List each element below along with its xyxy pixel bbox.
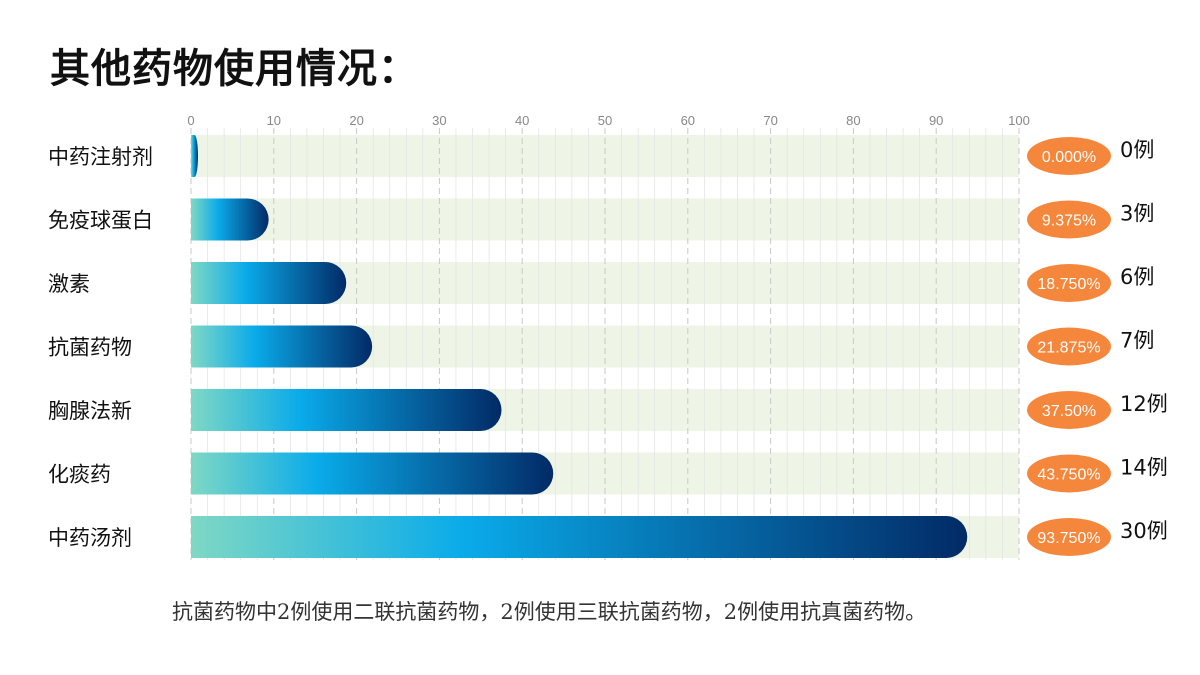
percentage-label: 0.000%	[1042, 149, 1096, 166]
x-tick-label: 90	[929, 113, 943, 128]
category-label: 激素	[48, 272, 90, 296]
category-label: 中药注射剂	[48, 145, 153, 169]
x-tick-label: 20	[349, 113, 363, 128]
bar-2	[191, 198, 269, 241]
percentage-badge	[1027, 391, 1111, 429]
count-label: 14例	[1120, 456, 1168, 480]
count-label: 30例	[1120, 519, 1168, 543]
percentage-badge	[1027, 454, 1111, 493]
category-label: 免疫球蛋白	[48, 209, 153, 233]
count-label: 6例	[1120, 265, 1154, 289]
x-tick-label: 30	[432, 113, 446, 128]
percentage-label: 9.375%	[1042, 213, 1096, 230]
x-tick-label: 100	[1008, 113, 1030, 128]
x-tick-label: 80	[846, 113, 860, 128]
bar-3	[191, 262, 347, 304]
percentage-label: 21.875%	[1037, 340, 1100, 357]
count-label: 12例	[1120, 392, 1168, 416]
percentage-label: 37.50%	[1042, 403, 1096, 420]
page-title: 其他药物使用情况：	[50, 46, 419, 92]
category-label: 化痰药	[48, 463, 111, 487]
bar-5	[191, 389, 502, 431]
x-tick-label: 0	[187, 113, 194, 128]
bar-7	[191, 516, 968, 558]
percentage-badge	[1027, 137, 1111, 175]
percentage-badge	[1027, 327, 1111, 366]
bar-4	[191, 325, 373, 368]
count-label: 3例	[1120, 202, 1154, 226]
x-tick-label: 50	[598, 113, 612, 128]
x-tick-label: 60	[681, 113, 695, 128]
category-label: 中药汤剂	[48, 526, 132, 550]
x-tick-label: 40	[515, 113, 529, 128]
bar-1	[191, 135, 198, 177]
percentage-label: 43.750%	[1037, 467, 1100, 484]
count-label: 7例	[1120, 329, 1154, 353]
count-label: 0例	[1120, 138, 1154, 162]
percentage-badge	[1027, 518, 1111, 556]
percentage-badge	[1027, 264, 1111, 302]
x-tick-label: 70	[763, 113, 777, 128]
category-label: 胸腺法新	[48, 399, 132, 423]
percentage-badge	[1027, 200, 1111, 239]
percentage-label: 18.750%	[1037, 276, 1100, 293]
footnote: 抗菌药物中2例使用二联抗菌药物，2例使用三联抗菌药物，2例使用抗真菌药物。	[172, 600, 927, 624]
category-label: 抗菌药物	[48, 336, 132, 360]
percentage-label: 93.750%	[1037, 530, 1100, 547]
x-tick-label: 10	[267, 113, 281, 128]
bar-6	[191, 452, 554, 495]
